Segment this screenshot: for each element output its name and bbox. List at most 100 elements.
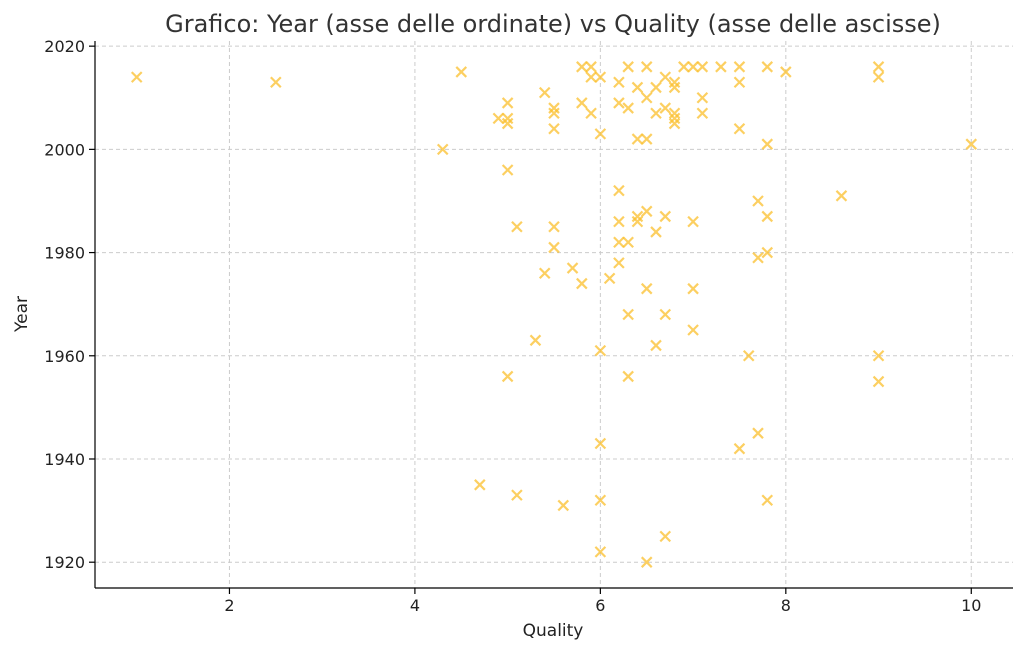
data-point [548,102,560,114]
data-point [613,236,625,249]
data-point [872,350,885,362]
data-point [622,236,634,249]
y-tick-label: 2000 [44,140,85,159]
data-point [780,66,792,78]
data-point [668,117,681,130]
data-point [696,61,709,73]
data-point [687,324,699,336]
data-point [761,61,774,73]
data-point [548,220,560,233]
data-point [613,215,625,228]
data-point [270,76,282,89]
data-point [501,370,514,383]
data-point [613,184,625,197]
data-point [501,117,514,130]
data-point [436,143,449,156]
data-point [576,61,588,73]
scatter-points [130,61,978,568]
data-point [761,246,774,259]
data-point [650,339,662,352]
data-point [659,308,672,321]
data-point [557,499,570,512]
data-point [511,489,523,501]
data-point [594,128,607,140]
data-point [640,556,653,568]
data-point [594,437,607,450]
data-point [733,76,746,89]
y-tick-label: 2020 [44,37,85,56]
data-point [696,107,709,120]
data-point [640,61,653,73]
x-tick-label: 6 [595,596,605,615]
data-point [501,164,514,176]
data-point [548,241,560,254]
data-point [548,122,560,135]
data-point [640,133,653,145]
data-point [492,112,505,125]
data-point [501,97,514,109]
data-point [576,277,588,290]
data-point [529,334,542,347]
data-point [872,61,885,73]
data-point [622,102,634,114]
data-point [576,97,588,109]
x-tick-label: 4 [410,596,420,615]
data-point [640,91,653,104]
data-point [715,61,727,73]
data-point [594,494,607,507]
data-point [761,494,774,507]
data-point [455,66,468,78]
x-axis-label: Quality [523,621,584,641]
axes [94,41,1013,589]
data-point [650,107,662,120]
x-tick-label: 2 [224,596,234,615]
y-tick-label: 1920 [44,553,85,572]
plot-frame [95,41,1013,588]
data-point [594,546,607,558]
data-point [687,282,699,295]
data-point [566,262,579,274]
y-tick-label: 1960 [44,347,85,366]
data-point [585,71,597,83]
data-point [761,210,774,223]
data-point [872,71,885,83]
data-point [631,133,644,145]
x-tick-label: 8 [781,596,791,615]
data-point [613,97,625,109]
data-point [668,107,681,120]
data-point [742,350,755,362]
data-point [650,226,662,238]
data-point [733,122,746,135]
data-point [696,91,709,104]
data-point [835,190,848,202]
y-tick-label: 1940 [44,450,85,469]
y-tick-label: 1980 [44,244,85,263]
data-point [659,102,672,114]
x-tick-label: 10 [961,596,981,615]
data-point [622,370,634,383]
y-axis-label: Year [12,296,32,333]
data-point [659,71,672,83]
data-point [640,205,653,218]
data-point [687,215,699,228]
data-point [659,210,672,223]
data-point [733,442,746,455]
data-point [622,61,634,73]
data-point [761,138,774,150]
data-point [965,138,978,150]
chart-title: Grafico: Year (asse delle ordinate) vs Q… [165,10,941,38]
data-point [585,107,597,120]
data-point [668,112,681,125]
data-point [650,81,662,94]
data-point [501,112,514,125]
data-point [594,71,607,83]
data-point [613,257,625,269]
data-point [640,282,653,295]
data-point [130,71,143,83]
data-point [631,81,644,94]
data-point [752,251,764,264]
data-point [872,375,885,388]
data-point [538,86,551,99]
data-point [548,107,560,120]
